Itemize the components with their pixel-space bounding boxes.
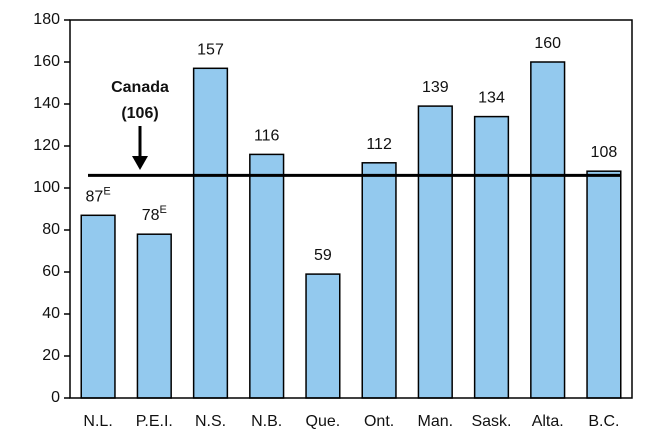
x-tick-label: Ont.	[364, 413, 394, 430]
bar	[473, 115, 510, 399]
y-tick-label: 0	[51, 389, 60, 406]
x-tick-label: B.C.	[588, 413, 619, 430]
data-label: 116	[254, 128, 280, 145]
data-label-flag: E	[103, 185, 110, 197]
bar	[417, 105, 453, 399]
y-tick-label: 80	[42, 221, 60, 238]
bar	[530, 61, 566, 399]
data-label: 59	[314, 247, 332, 264]
data-label-value: 78	[142, 207, 160, 224]
y-tick-label: 120	[33, 137, 60, 154]
reference-label: Canada	[111, 79, 169, 96]
data-label-value: 157	[197, 42, 224, 59]
bar	[136, 233, 172, 399]
data-label: 160	[534, 35, 561, 52]
y-tick-label: 60	[42, 263, 60, 280]
data-label-flag: E	[160, 204, 167, 216]
x-tick-label: Que.	[306, 413, 341, 430]
bar	[80, 214, 116, 399]
y-tick-label: 180	[33, 11, 60, 28]
reference-value-label: (106)	[121, 105, 158, 122]
bar	[586, 170, 622, 399]
data-label-value: 112	[366, 136, 392, 153]
bar	[192, 67, 229, 399]
data-label: 112	[366, 136, 392, 153]
x-tick-label: Alta.	[532, 413, 564, 430]
y-tick-label: 140	[33, 95, 60, 112]
bar	[305, 273, 341, 399]
data-label: 78E	[142, 204, 167, 224]
bar	[361, 162, 397, 399]
x-tick-label: N.L.	[83, 413, 112, 430]
y-tick-label: 20	[42, 347, 60, 364]
data-label-value: 59	[314, 247, 332, 264]
data-label: 139	[422, 79, 449, 96]
x-tick-label: Man.	[418, 413, 454, 430]
y-tick-label: 100	[33, 179, 60, 196]
bar	[249, 153, 285, 399]
data-label: 157	[197, 42, 224, 59]
x-tick-label: N.B.	[251, 413, 282, 430]
y-tick-label: 160	[33, 53, 60, 70]
data-label: 134	[478, 90, 505, 107]
data-label-value: 134	[478, 90, 505, 107]
x-tick-label: P.E.I.	[136, 413, 173, 430]
data-label-value: 116	[254, 128, 280, 145]
reference-arrow-head	[132, 156, 148, 170]
plot-frame	[69, 19, 633, 399]
data-label: 108	[591, 144, 618, 161]
data-label-value: 160	[534, 35, 561, 52]
data-label-value: 87	[86, 189, 104, 206]
x-tick-label: Sask.	[471, 413, 511, 430]
data-label-value: 108	[591, 144, 618, 161]
x-tick-label: N.S.	[195, 413, 226, 430]
y-tick-label: 40	[42, 305, 60, 322]
data-label-value: 139	[422, 79, 449, 96]
data-label: 87E	[86, 185, 111, 205]
